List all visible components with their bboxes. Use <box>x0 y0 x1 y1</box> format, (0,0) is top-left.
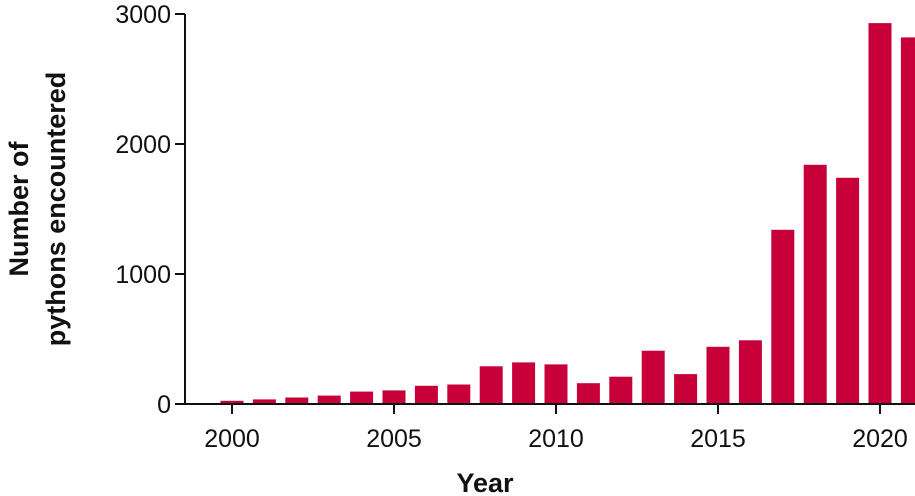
y-tick-label: 2000 <box>115 131 171 159</box>
x-tick-label: 2010 <box>528 425 584 453</box>
bar-2002 <box>285 397 309 404</box>
bar-2016 <box>738 340 762 404</box>
bar-2010 <box>544 364 568 404</box>
x-tick-label: 2015 <box>690 425 746 453</box>
bar-2000 <box>220 400 244 405</box>
bar-2020 <box>868 23 892 404</box>
bar-2005 <box>382 390 406 404</box>
x-tick-label: 2000 <box>204 425 260 453</box>
bar-2012 <box>609 376 633 404</box>
bar-2014 <box>674 374 698 404</box>
x-axis-title: Year <box>456 468 514 496</box>
bar-2008 <box>479 366 503 404</box>
bar-2006 <box>414 385 438 404</box>
bar-2009 <box>512 362 536 404</box>
bar-2007 <box>447 384 471 404</box>
x-tick-label: 2020 <box>852 425 908 453</box>
bar-2013 <box>641 350 665 404</box>
x-ticks-group: 2000 2005 2010 2015 2020 <box>204 404 908 453</box>
y-tick-label: 1000 <box>115 261 171 289</box>
bar-2003 <box>317 395 341 404</box>
y-tick-label: 0 <box>157 391 171 419</box>
bar-2021 <box>900 37 915 405</box>
y-ticks-group: 0 1000 2000 3000 <box>115 1 185 419</box>
bar-2017 <box>771 229 795 404</box>
y-axis-title-line1: Number of <box>4 140 34 276</box>
bars-group <box>220 23 915 405</box>
bar-2011 <box>576 383 600 404</box>
bar-2004 <box>350 391 374 404</box>
bar-2018 <box>803 164 827 404</box>
x-tick-label: 2005 <box>366 425 422 453</box>
bar-2019 <box>836 177 860 404</box>
y-axis-title-line2: pythons encountered <box>41 72 71 347</box>
y-tick-label: 3000 <box>115 1 171 29</box>
bar-2001 <box>252 399 276 404</box>
bar-2015 <box>706 346 730 404</box>
